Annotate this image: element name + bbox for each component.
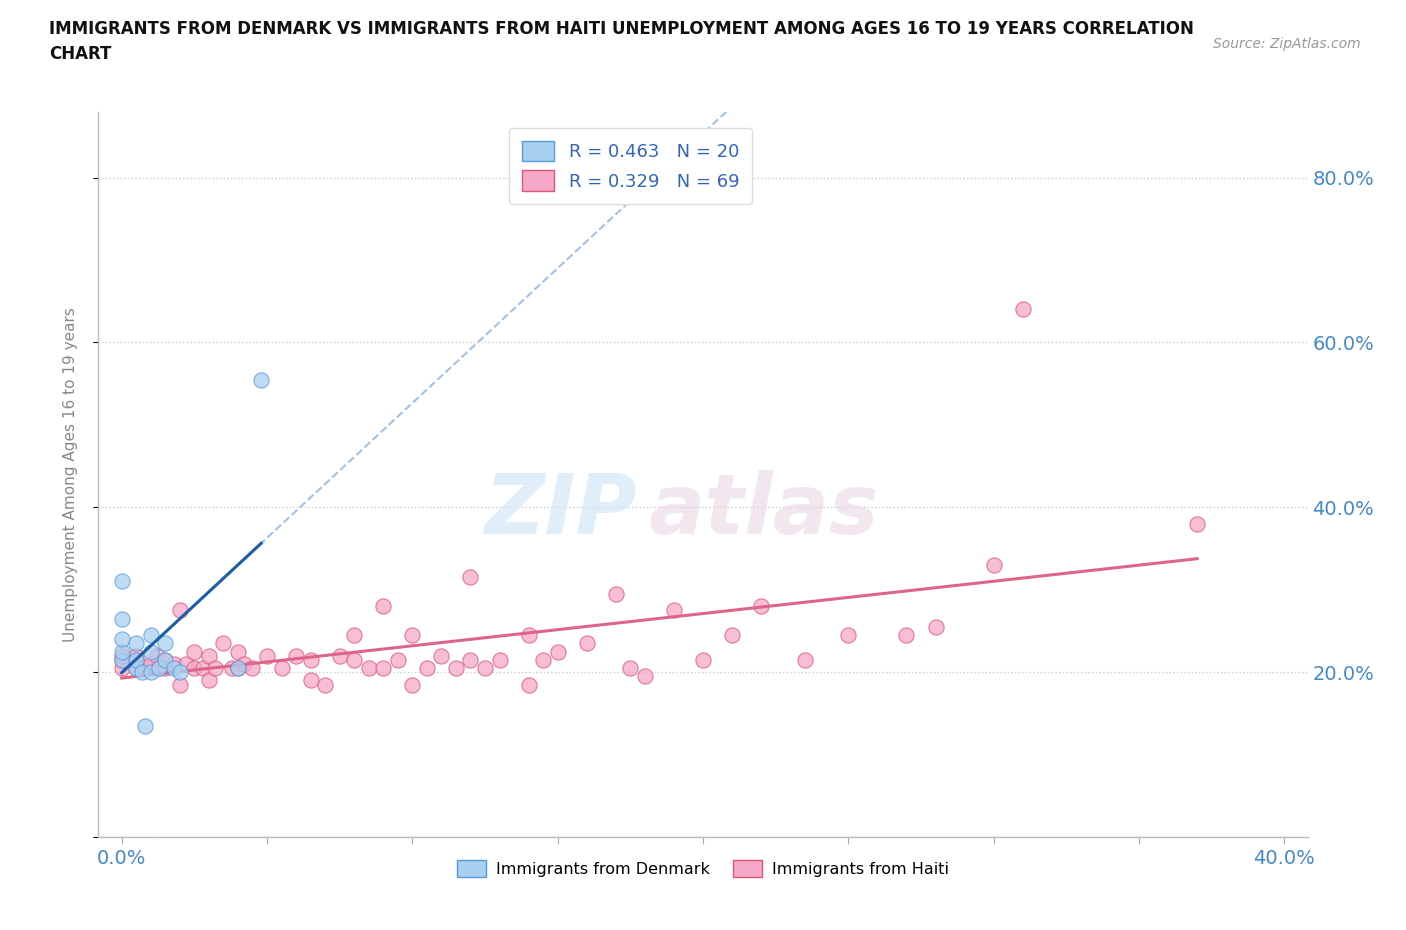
Point (163, 657, 186, 671)
Point (125, 652, 148, 667)
Point (1185, 516, 1208, 531)
Point (155, 652, 177, 667)
Point (134, 660, 156, 675)
Point (198, 673, 221, 688)
Point (416, 660, 439, 675)
Point (896, 628, 918, 643)
Point (357, 660, 380, 675)
Point (983, 557, 1005, 572)
Point (125, 660, 148, 675)
Text: ZIP: ZIP (484, 470, 637, 551)
Point (155, 660, 177, 675)
Point (183, 660, 205, 675)
Point (329, 648, 352, 663)
Point (145, 648, 167, 663)
Legend: Immigrants from Denmark, Immigrants from Haiti: Immigrants from Denmark, Immigrants from… (451, 853, 955, 884)
Point (460, 570, 482, 585)
Point (139, 657, 162, 671)
Point (111, 652, 134, 667)
Point (111, 660, 134, 675)
Point (460, 652, 482, 667)
Point (662, 603, 685, 618)
Point (1011, 302, 1033, 317)
Point (299, 673, 322, 688)
Point (198, 648, 221, 663)
Point (191, 660, 214, 675)
Point (488, 652, 510, 667)
Point (242, 660, 264, 675)
Point (169, 665, 191, 680)
Point (444, 660, 467, 675)
Text: atlas: atlas (648, 470, 879, 551)
Point (837, 628, 859, 643)
Point (430, 648, 453, 663)
Point (619, 660, 641, 675)
Point (148, 660, 170, 675)
Point (373, 660, 395, 675)
Point (139, 644, 162, 659)
Point (531, 652, 554, 667)
Point (111, 611, 134, 626)
Point (139, 665, 162, 680)
Point (634, 669, 657, 684)
Point (285, 648, 308, 663)
Point (131, 665, 153, 680)
Point (148, 660, 170, 675)
Point (139, 628, 162, 643)
Point (111, 631, 134, 646)
Point (387, 652, 409, 667)
Point (343, 628, 366, 643)
Point (401, 628, 423, 643)
Point (125, 660, 148, 675)
Point (517, 628, 540, 643)
Point (212, 636, 235, 651)
Point (575, 636, 598, 651)
Point (125, 636, 148, 651)
Point (401, 677, 423, 692)
Point (111, 652, 134, 667)
Point (749, 599, 772, 614)
Point (125, 652, 148, 667)
Point (111, 644, 134, 659)
Point (111, 648, 134, 663)
Point (547, 644, 569, 659)
Point (125, 648, 148, 663)
Text: IMMIGRANTS FROM DENMARK VS IMMIGRANTS FROM HAITI UNEMPLOYMENT AMONG AGES 16 TO 1: IMMIGRANTS FROM DENMARK VS IMMIGRANTS FR… (49, 20, 1194, 38)
Point (226, 660, 249, 675)
Point (924, 619, 946, 634)
Point (343, 652, 366, 667)
Point (793, 652, 815, 667)
Point (221, 660, 243, 675)
Point (314, 677, 336, 692)
Point (721, 628, 744, 643)
Point (169, 603, 191, 618)
Point (226, 644, 249, 659)
Point (256, 648, 278, 663)
Point (474, 660, 496, 675)
Text: CHART: CHART (49, 45, 111, 62)
Point (204, 660, 226, 675)
Point (111, 574, 134, 589)
Point (373, 599, 395, 614)
Point (232, 657, 254, 671)
Point (155, 636, 177, 651)
Point (270, 660, 292, 675)
Point (226, 660, 249, 675)
Point (174, 657, 197, 671)
Point (155, 652, 177, 667)
Point (517, 677, 540, 692)
Point (299, 652, 322, 667)
Y-axis label: Unemployment Among Ages 16 to 19 years: Unemployment Among Ages 16 to 19 years (63, 307, 77, 642)
Point (134, 718, 156, 733)
Point (183, 644, 205, 659)
Text: Source: ZipAtlas.com: Source: ZipAtlas.com (1213, 37, 1361, 51)
Point (169, 677, 191, 692)
Point (250, 372, 273, 387)
Point (605, 587, 627, 602)
Point (692, 652, 714, 667)
Point (163, 660, 186, 675)
